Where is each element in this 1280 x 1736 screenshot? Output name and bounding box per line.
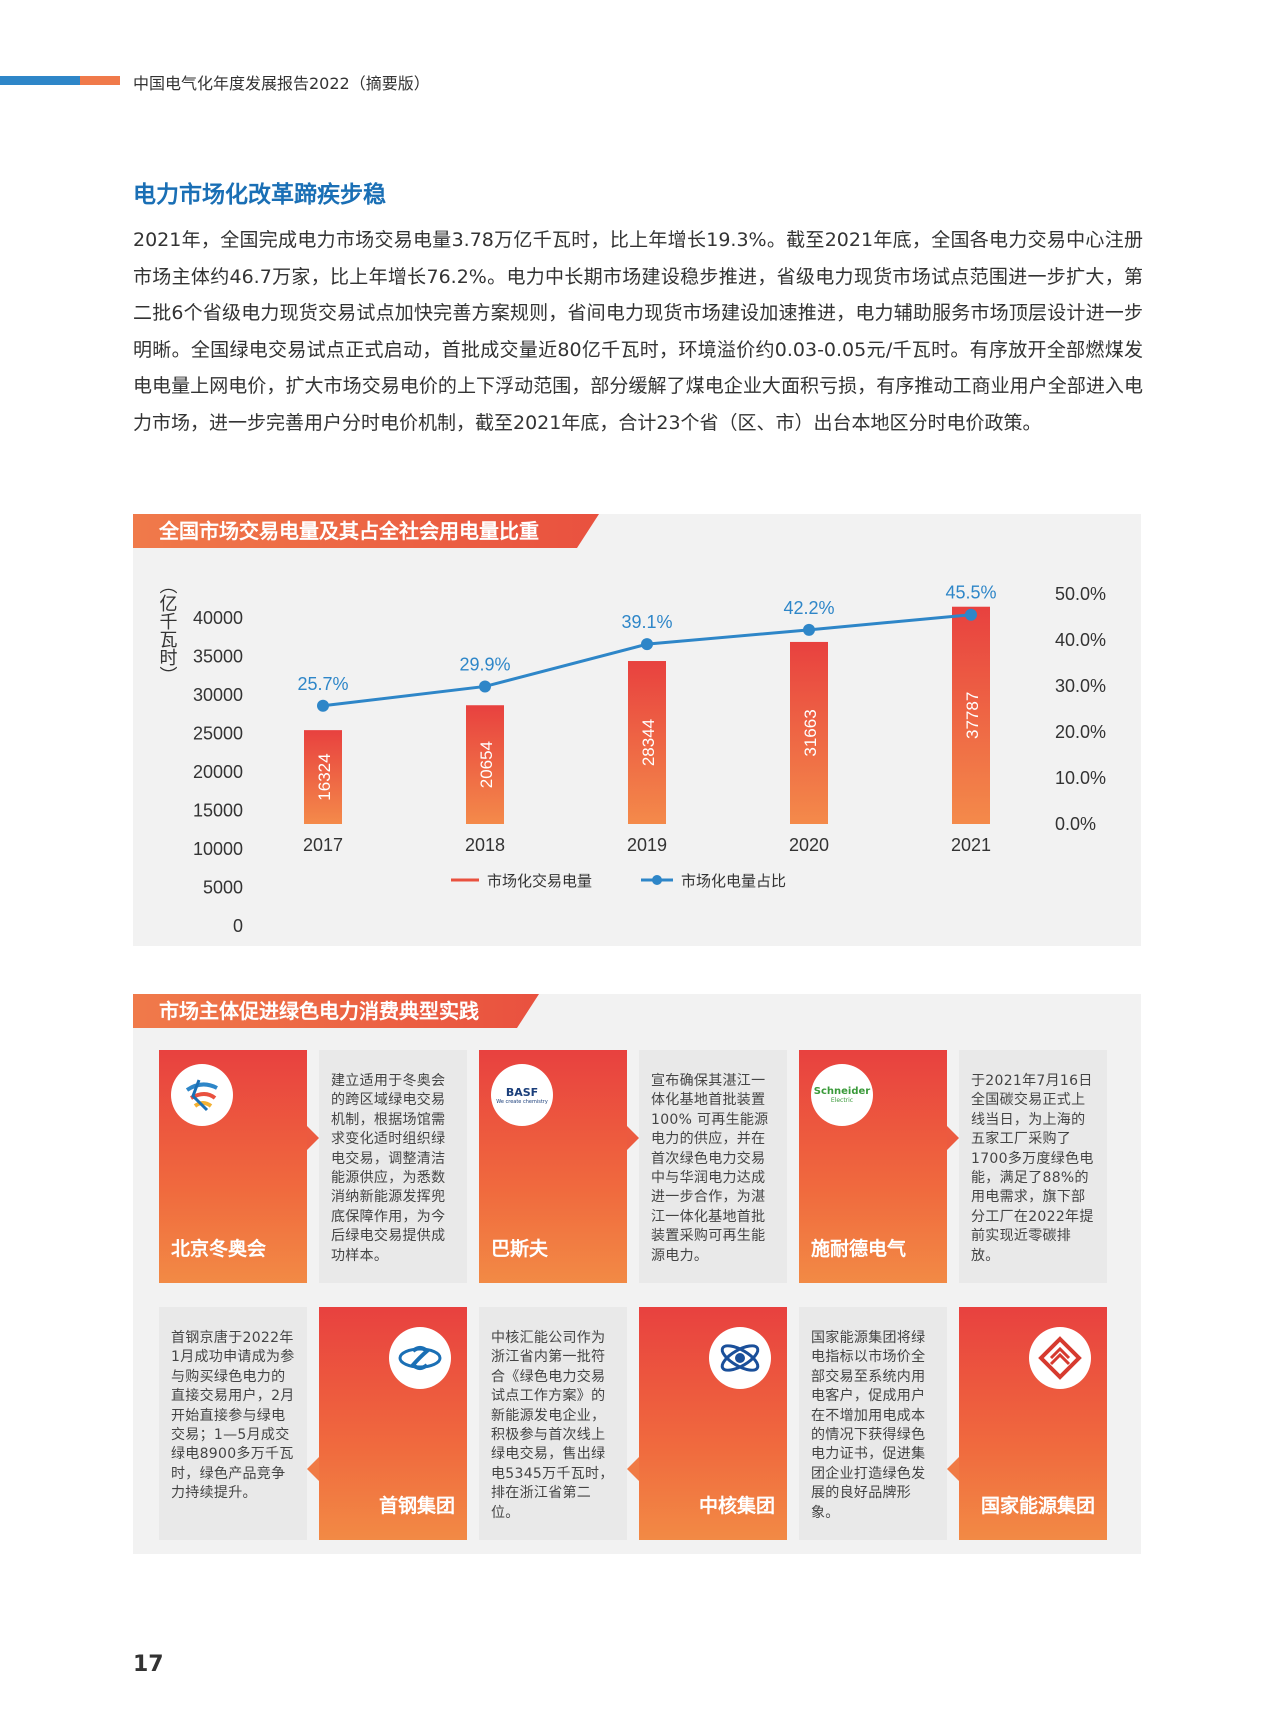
y-axis-label: （亿千瓦时）: [157, 576, 178, 684]
section-body: 2021年，全国完成电力市场交易电量3.78万亿千瓦时，比上年增长19.3%。截…: [133, 229, 1143, 434]
bar: [952, 606, 990, 824]
shougang-logo-icon: [389, 1327, 451, 1389]
x-tick-label: 2020: [789, 835, 829, 855]
y-tick-label: 5000: [203, 878, 243, 898]
schneider-logo-sub: Electric: [830, 1097, 854, 1104]
y-tick-label: 25000: [193, 724, 243, 744]
case-name: 国家能源集团: [980, 1495, 1095, 1517]
x-tick-label: 2019: [627, 835, 667, 855]
y2-tick-label: 10.0%: [1055, 768, 1106, 788]
winter-olympics-logo-icon: [171, 1064, 233, 1126]
case-card-shougang: 首钢集团: [307, 1307, 467, 1540]
line-point: [479, 680, 491, 693]
legend-bar-label: 市场化交易电量: [487, 872, 592, 890]
y2-tick-label: 20.0%: [1055, 722, 1106, 742]
line-value-label: 42.2%: [783, 598, 834, 618]
case-name: 北京冬奥会: [171, 1238, 267, 1260]
case-text: 于2021年7月16日全国碳交易正式上线当日，为上海的五家工厂采购了1700多万…: [959, 1050, 1107, 1283]
bar-value-label: 16324: [315, 753, 334, 800]
case-card-cnnc: 中核集团: [627, 1307, 787, 1540]
x-tick-label: 2021: [951, 835, 991, 855]
y2-tick-label: 40.0%: [1055, 630, 1106, 650]
basf-logo-sub: We create chemistry: [496, 1098, 548, 1105]
report-title: 中国电气化年度发展报告2022（摘要版）: [133, 74, 430, 93]
line-point: [965, 608, 977, 621]
cases-panel-tag: 市场主体促进绿色电力消费典型实践: [133, 994, 539, 1028]
y2-tick-label: 50.0%: [1055, 584, 1106, 604]
line-value-label: 25.7%: [297, 674, 348, 694]
header-bar-blue: [0, 76, 80, 85]
y-tick-label: 0: [233, 916, 243, 936]
line-value-label: 39.1%: [621, 612, 672, 632]
y-tick-label: 10000: [193, 839, 243, 859]
case-name: 施耐德电气: [811, 1238, 907, 1260]
bar-value-label: 20654: [477, 741, 496, 788]
bar: [790, 641, 828, 824]
header-bar-orange: [80, 76, 120, 85]
basf-logo-icon: BASF We create chemistry: [491, 1064, 553, 1126]
case-text: 建立适用于冬奥会的跨区域绿电交易机制，根据场馆需求变化适时组织绿电交易，调整清洁…: [319, 1050, 467, 1283]
line-point: [641, 638, 653, 651]
case-card-chn-energy: 国家能源集团: [947, 1307, 1107, 1540]
schneider-logo-icon: Schneider Electric: [811, 1064, 873, 1126]
section-title: 电力市场化改革蹄疾步稳: [133, 182, 386, 208]
y-tick-label: 30000: [193, 685, 243, 705]
case-name: 首钢集团: [378, 1495, 455, 1517]
bar: [466, 705, 504, 824]
chart-panel: 全国市场交易电量及其占全社会用电量比重 0 5000 10000 15000 20000…: [133, 514, 1141, 946]
case-text: 宣布确保其湛江一体化基地首批装置100% 可再生能源电力的供应，并在首次绿色电力…: [639, 1050, 787, 1283]
chart-panel-tag: 全国市场交易电量及其占全社会用电量比重: [133, 514, 599, 548]
case-card-basf: BASF We create chemistry 巴斯夫: [479, 1050, 639, 1283]
case-name: 中核集团: [698, 1495, 775, 1517]
legend-line-marker: [652, 875, 662, 885]
chn-energy-logo-icon: [1029, 1327, 1091, 1389]
case-name: 巴斯夫: [491, 1238, 549, 1260]
cases-panel: 市场主体促进绿色电力消费典型实践 北京冬奥会 建立适用于冬奥会的跨区域绿电交易机…: [133, 994, 1141, 1554]
basf-logo-text: BASF: [505, 1085, 539, 1099]
line-value-label: 29.9%: [459, 654, 510, 674]
y-tick-label: 35000: [193, 647, 243, 667]
case-text: 中核汇能公司作为浙江省内第一批符合《绿色电力交易试点工作方案》的新能源发电企业，…: [479, 1307, 627, 1540]
y-tick-label: 20000: [193, 762, 243, 782]
schneider-logo-text: Schneider: [813, 1086, 871, 1097]
x-tick-label: 2017: [303, 835, 343, 855]
case-card-beijing-olympics: 北京冬奥会: [159, 1050, 319, 1283]
bar: [628, 661, 666, 824]
case-text: 国家能源集团将绿电指标以市场价全部交易至系统内用电客户，促成用户在不增加用电成本…: [799, 1307, 947, 1540]
x-tick-label: 2018: [465, 835, 505, 855]
bar: [304, 730, 342, 824]
line-point: [317, 699, 329, 712]
page-number: 17: [133, 1652, 164, 1677]
bar-value-label: 31663: [801, 709, 820, 756]
bar-value-label: 37787: [963, 692, 982, 739]
line-value-label: 45.5%: [945, 583, 996, 603]
chart: 0 5000 10000 15000 20000 25000 30000 35000 40000…: [157, 576, 1107, 936]
cnnc-logo-icon: [709, 1327, 771, 1389]
legend-line-label: 市场化电量占比: [681, 872, 786, 890]
line-point: [803, 623, 815, 636]
y2-tick-label: 30.0%: [1055, 676, 1106, 696]
y-tick-label: 15000: [193, 801, 243, 821]
bar-value-label: 28344: [639, 719, 658, 766]
y-tick-label: 40000: [193, 608, 243, 628]
case-card-schneider: Schneider Electric 施耐德电气: [799, 1050, 959, 1283]
y2-tick-label: 0.0%: [1055, 814, 1096, 834]
case-text: 首钢京唐于2022年1月成功申请成为参与购买绿色电力的直接交易用户，2月开始直接…: [159, 1307, 307, 1540]
